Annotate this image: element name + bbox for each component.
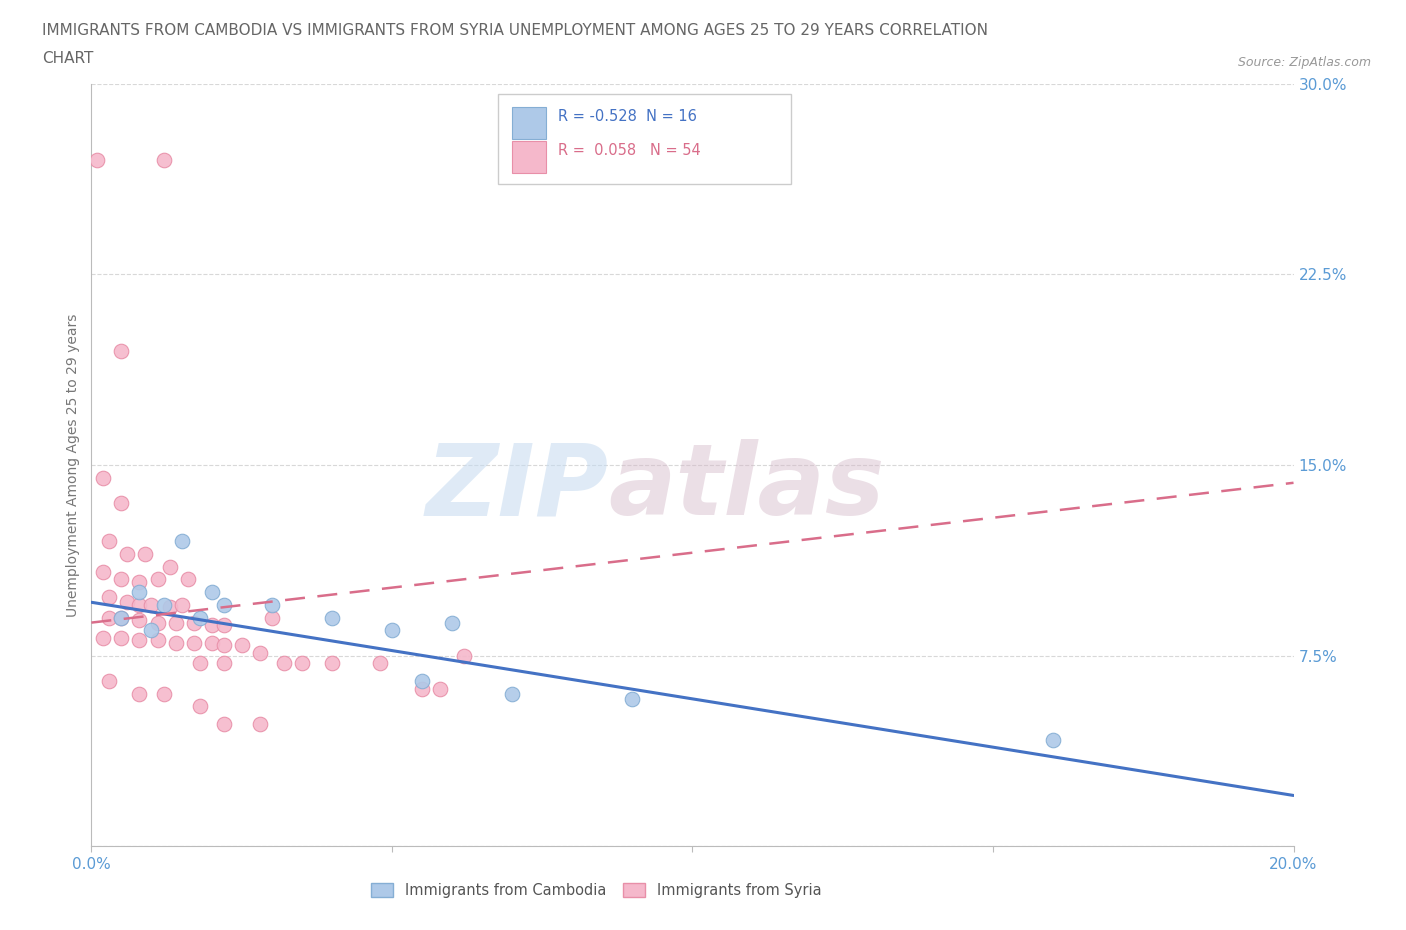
- Point: [201, 585, 224, 600]
- Text: CHART: CHART: [42, 51, 94, 66]
- Point: [117, 547, 139, 562]
- FancyBboxPatch shape: [498, 94, 792, 184]
- Point: [411, 673, 433, 688]
- Point: [321, 610, 343, 625]
- Point: [93, 631, 115, 645]
- Point: [212, 656, 235, 671]
- Point: [249, 645, 271, 660]
- Point: [98, 590, 121, 604]
- Point: [159, 559, 181, 574]
- Point: [86, 153, 108, 167]
- Point: [231, 638, 253, 653]
- Point: [110, 343, 132, 358]
- Point: [381, 623, 404, 638]
- Point: [98, 610, 121, 625]
- Point: [188, 699, 211, 714]
- Point: [368, 656, 391, 671]
- Point: [212, 618, 235, 632]
- Point: [98, 673, 121, 688]
- Point: [128, 613, 150, 628]
- Point: [201, 635, 224, 650]
- Point: [128, 686, 150, 701]
- Point: [110, 631, 132, 645]
- Point: [188, 610, 211, 625]
- Point: [110, 610, 132, 625]
- Point: [110, 496, 132, 511]
- FancyBboxPatch shape: [512, 107, 546, 140]
- Point: [165, 635, 187, 650]
- Point: [212, 638, 235, 653]
- Point: [440, 615, 463, 630]
- Point: [146, 615, 169, 630]
- Point: [188, 656, 211, 671]
- Point: [128, 575, 150, 590]
- Point: [146, 572, 169, 587]
- Point: [98, 534, 121, 549]
- Point: [141, 623, 163, 638]
- Point: [93, 565, 115, 579]
- Point: [128, 633, 150, 648]
- Point: [152, 597, 174, 612]
- Point: [183, 635, 205, 650]
- Text: R =  0.058   N = 54: R = 0.058 N = 54: [558, 142, 700, 157]
- Point: [128, 597, 150, 612]
- Point: [201, 618, 224, 632]
- Point: [453, 648, 475, 663]
- Point: [170, 597, 193, 612]
- Y-axis label: Unemployment Among Ages 25 to 29 years: Unemployment Among Ages 25 to 29 years: [66, 313, 80, 617]
- Point: [429, 682, 451, 697]
- Point: [321, 656, 343, 671]
- FancyBboxPatch shape: [512, 141, 546, 173]
- Point: [621, 691, 644, 706]
- Point: [273, 656, 295, 671]
- Text: R = -0.528  N = 16: R = -0.528 N = 16: [558, 109, 697, 124]
- Point: [183, 615, 205, 630]
- Point: [93, 471, 115, 485]
- Point: [165, 615, 187, 630]
- Point: [260, 597, 283, 612]
- Point: [159, 600, 181, 615]
- Text: IMMIGRANTS FROM CAMBODIA VS IMMIGRANTS FROM SYRIA UNEMPLOYMENT AMONG AGES 25 TO : IMMIGRANTS FROM CAMBODIA VS IMMIGRANTS F…: [42, 23, 988, 38]
- Point: [1042, 732, 1064, 747]
- Point: [170, 534, 193, 549]
- Point: [141, 597, 163, 612]
- Legend: Immigrants from Cambodia, Immigrants from Syria: Immigrants from Cambodia, Immigrants fro…: [366, 877, 827, 904]
- Point: [176, 572, 198, 587]
- Point: [110, 610, 132, 625]
- Point: [152, 153, 174, 167]
- Point: [152, 686, 174, 701]
- Point: [260, 610, 283, 625]
- Text: Source: ZipAtlas.com: Source: ZipAtlas.com: [1237, 56, 1371, 69]
- Point: [128, 585, 150, 600]
- Text: atlas: atlas: [609, 439, 884, 537]
- Point: [146, 633, 169, 648]
- Point: [212, 597, 235, 612]
- Point: [212, 717, 235, 732]
- Point: [117, 595, 139, 610]
- Point: [501, 686, 523, 701]
- Point: [249, 717, 271, 732]
- Point: [134, 547, 156, 562]
- Point: [291, 656, 314, 671]
- Point: [411, 682, 433, 697]
- Point: [110, 572, 132, 587]
- Text: ZIP: ZIP: [425, 439, 609, 537]
